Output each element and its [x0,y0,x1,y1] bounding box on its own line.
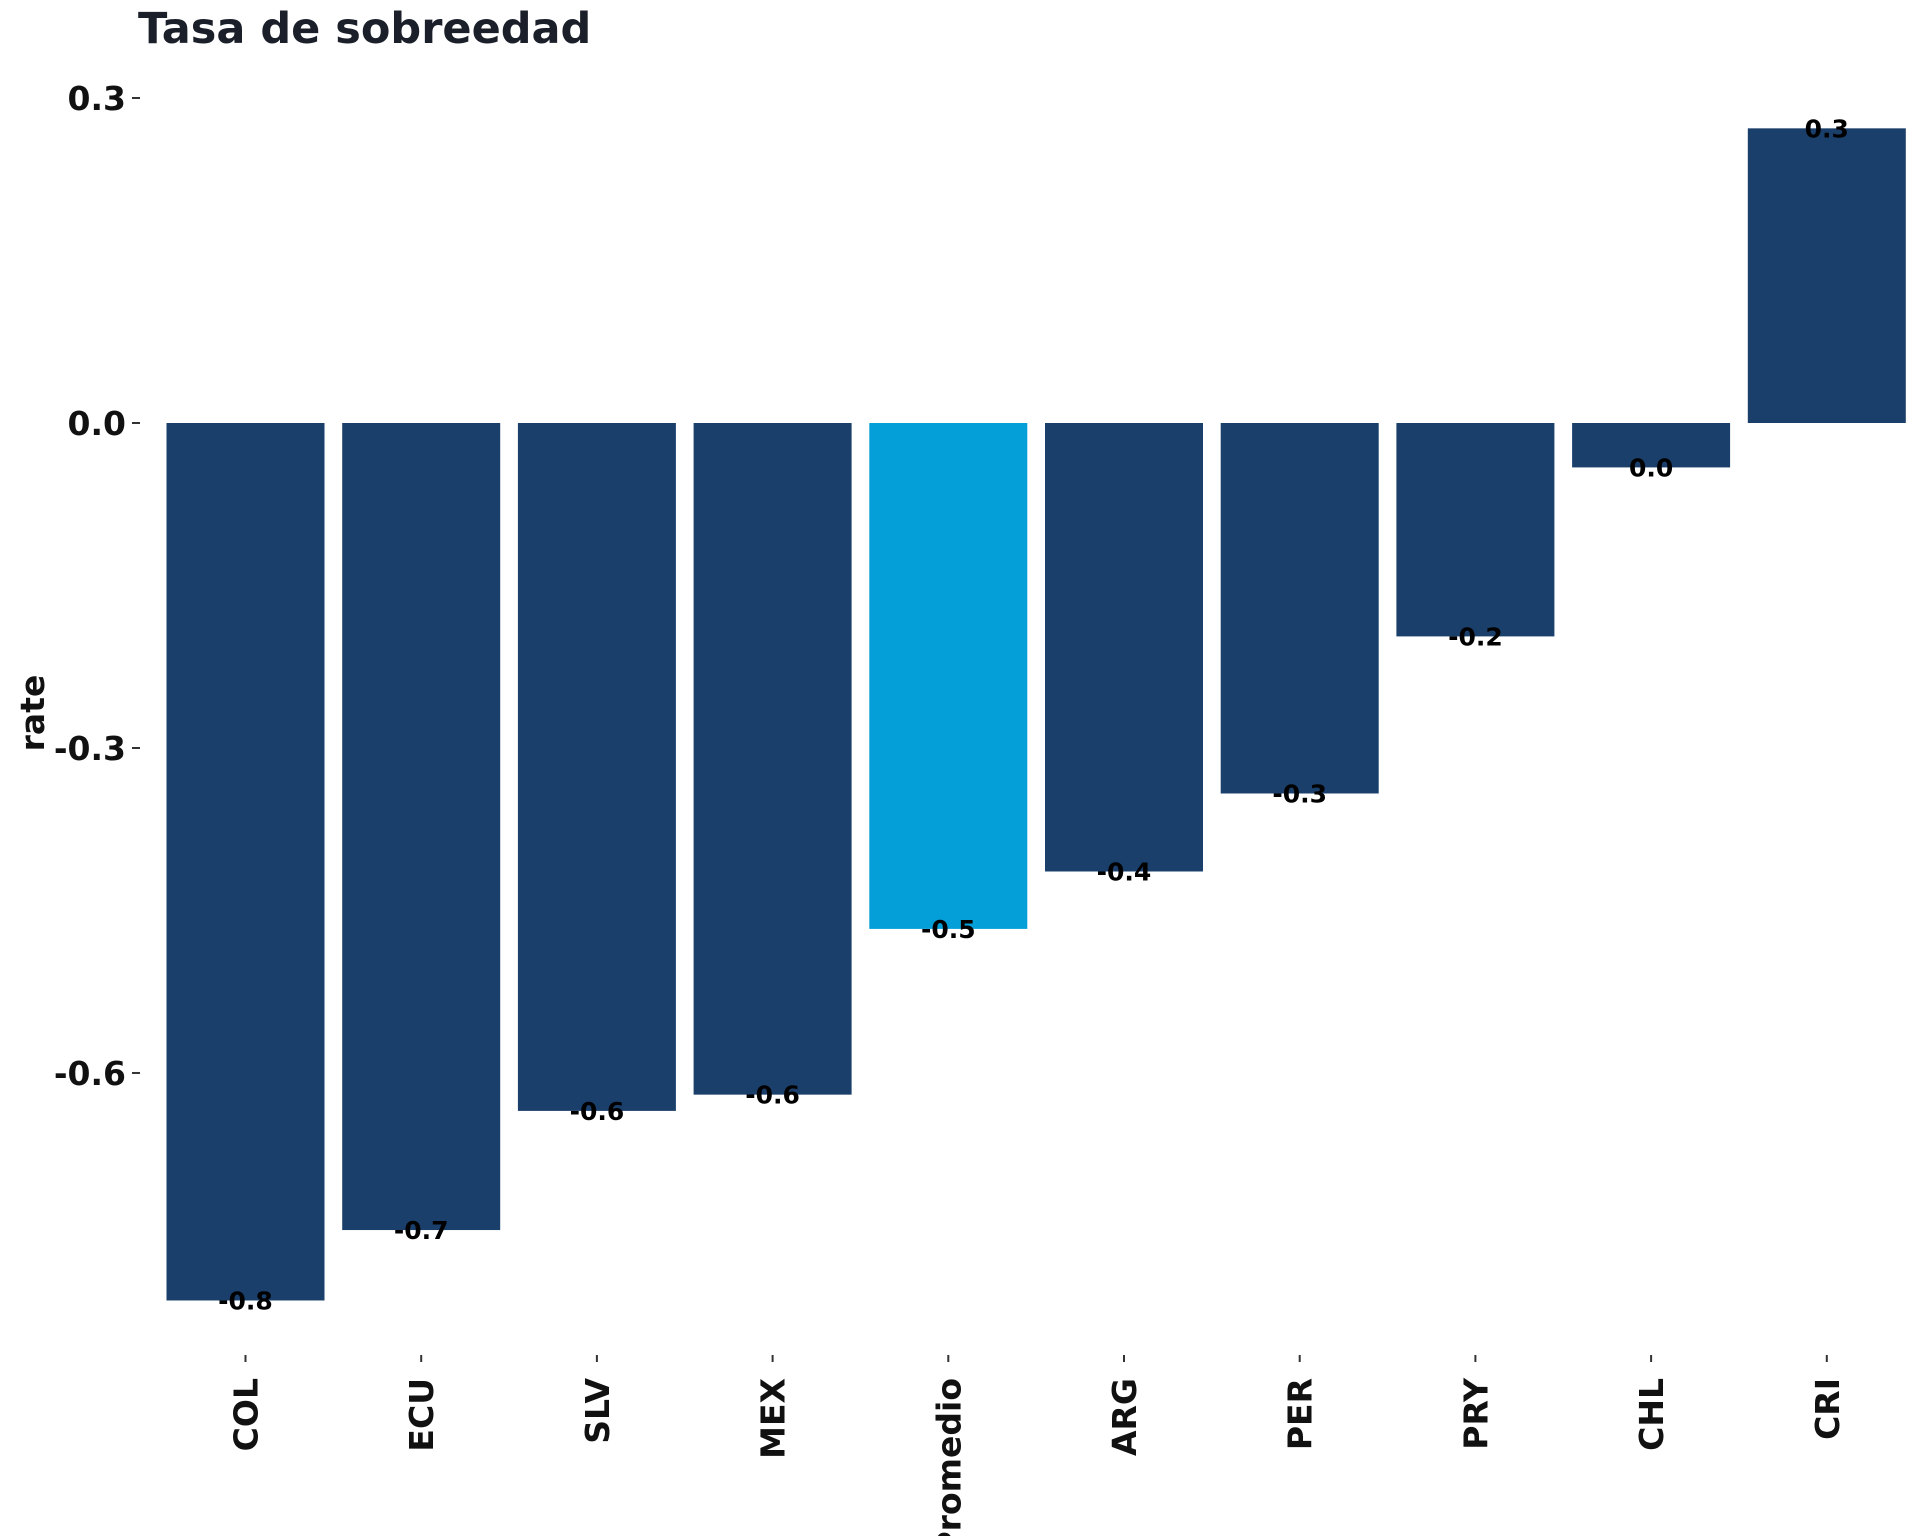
y-tick-label: 0.0 [68,404,126,443]
bar-ecu [342,423,501,1231]
y-tick-label: -0.3 [54,729,126,768]
bar-col [166,423,325,1301]
x-tick-label-chl: CHL [1632,1378,1671,1451]
data-label-pry: -0.2 [1448,622,1503,651]
y-axis: 0.3 0.0 -0.3 -0.6 [54,79,140,1093]
bar-cri [1747,128,1906,423]
x-tick-label-pry: PRY [1456,1377,1495,1450]
data-label-arg: -0.4 [1097,857,1152,886]
x-tick-label-ecu: ECU [402,1378,441,1452]
data-label-promedio: -0.5 [921,915,976,944]
bar-promedio [869,423,1028,929]
bars-group [166,128,1906,1301]
x-tick-label-promedio: Promedio [929,1378,968,1536]
data-label-mex: -0.6 [745,1081,800,1110]
bar-slv [517,423,676,1111]
data-label-ecu: -0.7 [394,1216,449,1245]
data-label-cri: 0.3 [1805,114,1849,143]
x-tick-label-mex: MEX [754,1378,793,1459]
x-tick-label-col: COL [227,1378,266,1451]
y-axis-title: rate [13,675,52,752]
bar-arg [1045,423,1203,872]
data-label-col: -0.8 [218,1286,273,1315]
y-tick-label: 0.3 [68,79,126,118]
chart-title: Tasa de sobreedad [138,4,592,54]
data-label-per: -0.3 [1272,779,1327,808]
y-tick-label: -0.6 [54,1054,126,1093]
data-label-chl: 0.0 [1629,453,1673,482]
bar-per [1220,423,1379,794]
x-tick-label-slv: SLV [578,1378,617,1444]
x-tick-label-per: PER [1281,1378,1320,1450]
bar-pry [1396,423,1555,637]
data-label-slv: -0.6 [570,1097,625,1126]
x-axis: COL ECU SLV MEX Promedio ARG PER PRY CHL CRI [227,1355,1847,1536]
bar-mex [693,423,852,1095]
bar-chl [1572,423,1731,468]
x-tick-label-arg: ARG [1105,1378,1144,1456]
data-labels-group: -0.8 -0.7 -0.6 -0.6 -0.5 -0.4 -0.3 -0.2 0.0 0.3 [218,114,1849,1315]
x-tick-label-cri: CRI [1808,1378,1847,1440]
